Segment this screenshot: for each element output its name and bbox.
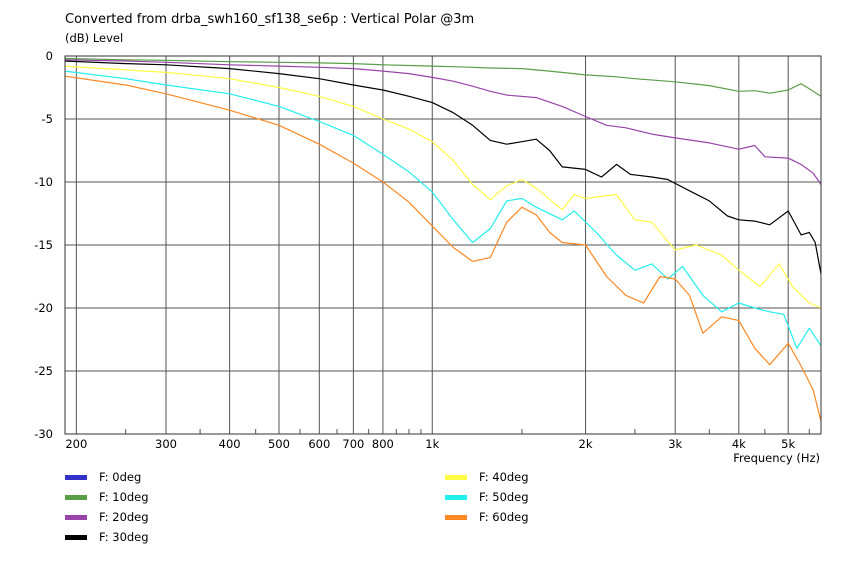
y-axis-name: Level [92,31,124,45]
x-tick-label: 4k [732,437,746,451]
legend-swatch [445,474,467,480]
x-tick-label: 3k [668,437,682,451]
series-line-f-60deg [64,75,822,422]
y-tick-label: -5 [42,112,53,126]
x-axis-label: Frequency (Hz) [733,451,820,465]
legend-item: F: 50deg [445,490,529,504]
y-tick-label: 0 [46,49,53,63]
legend-swatch [65,514,87,520]
y-axis-label: (dB) Level [65,31,123,45]
legend-label: F: 0deg [99,470,142,484]
x-tick-label: 500 [268,437,290,451]
y-tick-label: -15 [34,238,53,252]
legend-label: F: 50deg [479,490,529,504]
x-tick-label: 5k [781,437,795,451]
x-tick-label: 1k [425,437,439,451]
x-tick-label: 800 [372,437,394,451]
legend-label: F: 10deg [99,490,149,504]
legend-swatch [65,534,87,540]
series-line-f-30deg [64,60,822,275]
chart-title: Converted from drba_swh160_sf138_se6p : … [65,12,475,27]
legend-item: F: 10deg [65,490,149,504]
x-tick-label: 600 [308,437,330,451]
legend-item: F: 0deg [65,470,141,484]
legend-label: F: 40deg [479,470,529,484]
y-tick-label: -10 [34,175,53,189]
x-tick-label: 700 [342,437,364,451]
series-layer [64,57,822,422]
legend-item: F: 40deg [445,470,529,484]
legend-item: F: 20deg [65,510,149,524]
legend-item: F: 30deg [65,530,149,544]
plot-frame [64,55,822,435]
x-tick-label: 2k [579,437,593,451]
legend-label: F: 60deg [479,510,529,524]
legend-swatch [65,474,87,480]
series-line-f-50deg [64,70,822,349]
legend-item: F: 60deg [445,510,529,524]
series-line-f-40deg [64,65,822,309]
y-tick-label: -25 [34,364,53,378]
x-tick-label: 300 [155,437,177,451]
series-line-f-20deg [64,59,822,185]
y-tick-label: -20 [34,301,53,315]
x-tick-label: 400 [219,437,241,451]
legend-swatch [445,494,467,500]
axis-layer: 0 -5 -10 -15 -20 -25 -30 200 300 400 500 600 700 800 1… [34,49,822,451]
y-tick-label: -30 [34,427,53,441]
chart-grid [65,55,821,435]
x-tick-label: 200 [65,437,87,451]
y-axis-unit: (dB) [65,31,90,45]
series-line-f-10deg [64,57,822,97]
legend-swatch [65,494,87,500]
legend-label: F: 30deg [99,530,149,544]
legend-swatch [445,514,467,520]
legend-label: F: 20deg [99,510,149,524]
